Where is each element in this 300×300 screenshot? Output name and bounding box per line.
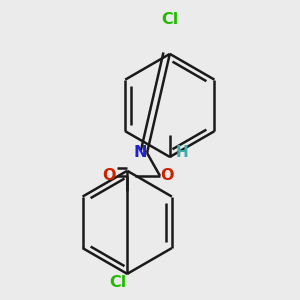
Text: Cl: Cl bbox=[161, 12, 178, 27]
Text: H: H bbox=[175, 146, 188, 160]
Text: O: O bbox=[160, 168, 174, 183]
Text: N: N bbox=[133, 146, 147, 160]
Text: O: O bbox=[103, 168, 116, 183]
Text: Cl: Cl bbox=[110, 275, 127, 290]
